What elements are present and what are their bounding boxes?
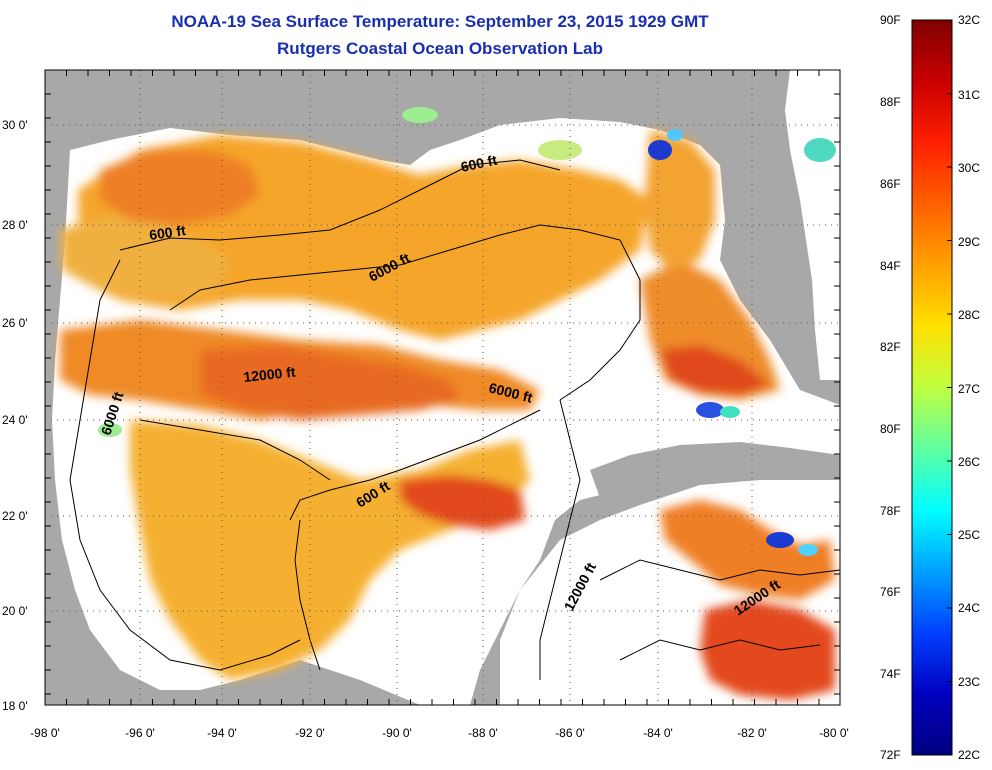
lat-label: 30 0' (2, 118, 28, 132)
colorbar-f-label: 82F (880, 340, 901, 354)
colorbar-f-label: 76F (880, 585, 901, 599)
sst-field (60, 130, 835, 700)
lon-label: -88 0' (468, 726, 498, 740)
lon-label: -98 0' (30, 726, 60, 740)
contour-label-600ft-ne: 600 ft (459, 152, 498, 175)
colorbar-f-label: 72F (880, 748, 901, 762)
lon-label: -80 0' (819, 726, 849, 740)
map-plot-area: 600 ft 600 ft 600 ft 6000 ft 6000 ft 600… (45, 70, 840, 705)
colorbar-c-label: 23C (958, 675, 981, 689)
lat-label: 28 0' (2, 218, 28, 232)
colorbar-f-label: 74F (880, 667, 901, 681)
colorbar-c-label: 28C (958, 308, 981, 322)
lat-label: 24 0' (2, 413, 28, 427)
lat-label: 20 0' (2, 604, 28, 618)
colorbar-f-label: 84F (880, 259, 901, 273)
contour-label-600ft-nw: 600 ft (148, 222, 187, 243)
lon-label: -96 0' (125, 726, 155, 740)
colorbar (911, 19, 953, 756)
lon-label: -92 0' (295, 726, 325, 740)
colorbar-f-label: 86F (880, 177, 901, 191)
colorbar-c-label: 25C (958, 528, 981, 542)
map-subtitle: Rutgers Coastal Ocean Observation Lab (277, 39, 603, 58)
map-frame (44, 69, 841, 706)
lon-label: -90 0' (382, 726, 412, 740)
colorbar-c-label: 29C (958, 235, 981, 249)
axis-ticks (44, 69, 840, 705)
colorbar-c-label: 26C (958, 455, 981, 469)
colorbar-c-label: 22C (958, 748, 981, 762)
latitude-labels: 30 0' 28 0' 26 0' 24 0' 22 0' 20 0' 18 0… (2, 118, 28, 713)
colorbar-c-label: 27C (958, 382, 981, 396)
lat-label: 22 0' (2, 509, 28, 523)
lat-label: 18 0' (2, 699, 28, 713)
colorbar-f-label: 90F (880, 13, 901, 27)
colorbar-c-label: 24C (958, 601, 981, 615)
longitude-labels: -98 0' -96 0' -94 0' -92 0' -90 0' -88 0… (30, 726, 849, 740)
map-title: NOAA-19 Sea Surface Temperature: Septemb… (171, 12, 709, 31)
colorbar-c-label: 31C (958, 88, 981, 102)
colorbar-ticks (947, 19, 952, 756)
lon-label: -86 0' (555, 726, 585, 740)
lon-label: -94 0' (207, 726, 237, 740)
colorbar-f-label: 78F (880, 504, 901, 518)
colorbar-f-label: 80F (880, 422, 901, 436)
grid-lines (45, 70, 840, 705)
lon-label: -84 0' (643, 726, 673, 740)
cuba-island (590, 442, 840, 498)
lat-label: 26 0' (2, 316, 28, 330)
bathymetry-contours (69, 159, 840, 680)
contour-label-12000ft-c: 12000 ft (243, 364, 297, 385)
colorbar-c-label: 32C (958, 13, 981, 27)
sst-cool-patches (98, 107, 836, 556)
colorbar-c-label: 30C (958, 161, 981, 175)
colorbar-f-label: 88F (880, 95, 901, 109)
lon-label: -82 0' (737, 726, 767, 740)
